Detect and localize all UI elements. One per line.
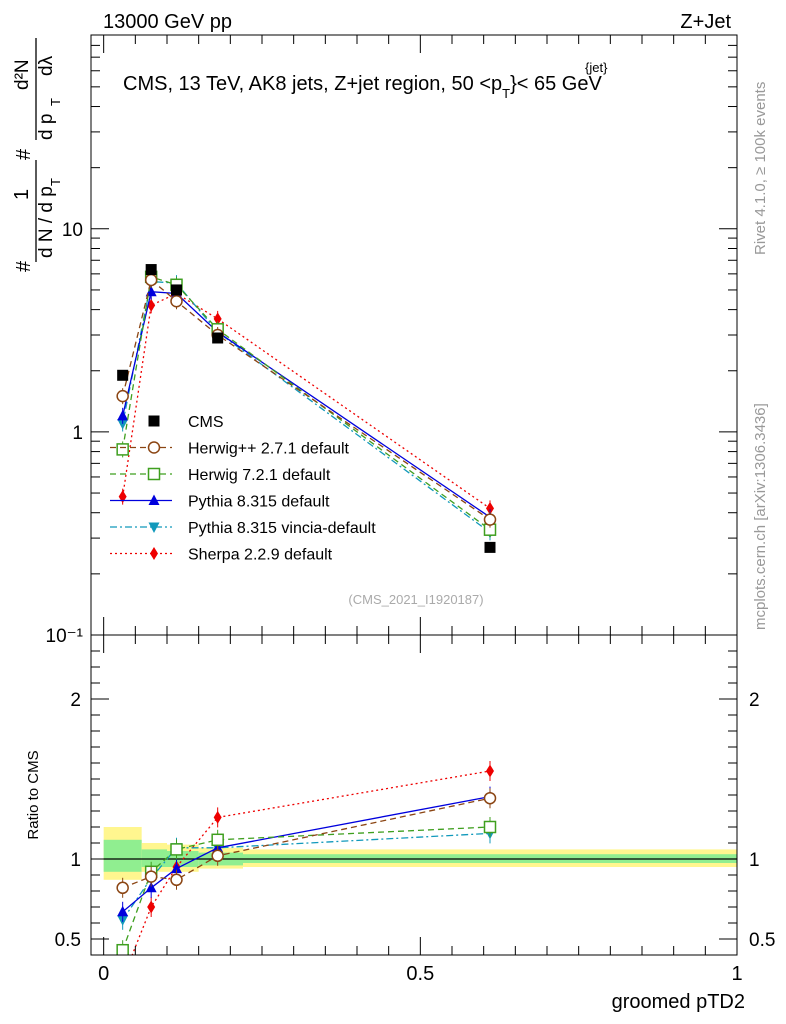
legend-marker-pythia xyxy=(148,494,160,505)
rivet-version-label: Rivet 4.1.0, ≥ 100k events xyxy=(752,82,769,255)
data-point-pythia xyxy=(117,409,129,421)
ratio-point-sherpa xyxy=(486,764,494,778)
ratio-point-pythia xyxy=(117,905,129,917)
ratio-point-herwigpp xyxy=(144,870,158,883)
ratio-data-layer xyxy=(103,761,737,986)
ratio-y-tick-label: 0.5 xyxy=(55,930,81,951)
ratio-panel: 0.5 0.5 1 1 2 2 0 0.5 1 Ratio to CMS groomed pTD… xyxy=(25,634,775,1013)
main-ylabel-denom2: d p xyxy=(36,114,57,140)
ratio-line-vincia xyxy=(122,832,491,921)
series-line-herwig7 xyxy=(122,276,491,531)
analysis-annotation: (CMS_2021_I1920187) xyxy=(348,592,483,607)
x-tick-label: 1 xyxy=(731,963,742,985)
main-ticks: 10⁻¹ 1 10 xyxy=(46,34,738,647)
legend-marker-vincia xyxy=(148,522,160,533)
legend-label-sherpa: Sherpa 2.2.9 default xyxy=(188,547,333,564)
legend-marker-cms xyxy=(148,415,160,427)
ratio-point-herwigpp xyxy=(483,791,497,805)
header-process: Z+Jet xyxy=(680,11,731,33)
main-ylabel-denominator: d N / d p xyxy=(36,186,57,258)
ratio-point-pythia xyxy=(145,881,157,893)
mcplots-credit-label: mcplots.cern.ch [arXiv:1306.3436] xyxy=(752,403,769,630)
ratio-point-sherpa xyxy=(213,810,222,824)
data-point-sherpa xyxy=(118,490,127,504)
x-axis-label: groomed pTD2 xyxy=(612,991,745,1013)
data-point-herwigpp xyxy=(170,294,183,308)
uncertainty-band-inner xyxy=(141,849,167,867)
legend-label-vincia: Pythia 8.315 vincia-default xyxy=(188,520,376,537)
legend-label-pythia: Pythia 8.315 default xyxy=(188,494,330,511)
ratio-line-herwig7 xyxy=(122,826,491,951)
chart-title-tail: }< 65 GeV xyxy=(510,73,602,95)
legend-marker-herwigpp xyxy=(147,441,161,454)
main-ylabel: # 1 d N / d p T # d²N d p T dλ xyxy=(11,38,63,272)
main-ylabel-lambda: dλ xyxy=(36,55,57,76)
ratio-point-herwig7 xyxy=(170,843,183,856)
y-tick-label: 10 xyxy=(62,220,83,241)
x-tick-label: 0.5 xyxy=(406,963,434,985)
legend-label-herwigpp: Herwig++ 2.7.1 default xyxy=(188,441,350,458)
uncertainty-band-inner xyxy=(103,839,142,872)
main-ylabel-numer: d²N xyxy=(12,59,33,90)
ratio-y-tick-label: 2 xyxy=(70,690,81,711)
ratio-y-tick-label-right: 0.5 xyxy=(749,930,775,951)
data-point-herwigpp xyxy=(483,513,497,526)
main-ylabel-one: 1 xyxy=(11,189,33,200)
data-point-sherpa xyxy=(213,312,222,326)
legend-label-herwig7: Herwig 7.2.1 default xyxy=(188,467,331,484)
ratio-point-herwig7 xyxy=(211,833,224,847)
legend-marker-sherpa xyxy=(150,547,158,560)
data-point-herwigpp xyxy=(144,273,158,287)
main-ylabel-hash2: # xyxy=(13,148,35,160)
header-energy: 13000 GeV pp xyxy=(103,11,232,33)
ratio-point-herwig7 xyxy=(116,943,129,955)
chart-title-sub: T xyxy=(502,86,510,101)
data-point-cms xyxy=(171,284,182,296)
ratio-point-sherpa xyxy=(147,900,156,914)
ratio-ylabel: Ratio to CMS xyxy=(25,750,42,839)
x-tick-label: 0 xyxy=(98,963,109,985)
ratio-point-herwigpp xyxy=(211,849,224,863)
ratio-point-herwigpp xyxy=(170,873,183,887)
ratio-line-sherpa xyxy=(131,770,491,955)
data-point-cms xyxy=(212,332,224,344)
y-tick-label: 10⁻¹ xyxy=(46,626,84,647)
ratio-point-pythia xyxy=(171,862,182,874)
main-panel-frame xyxy=(90,34,738,636)
main-data-layer xyxy=(116,264,497,553)
ratio-y-tick-label: 1 xyxy=(70,850,81,871)
main-ylabel-denom-sub: T xyxy=(48,178,63,186)
data-point-cms xyxy=(117,369,129,381)
main-ylabel-denom2-sub: T xyxy=(48,98,63,106)
legend: CMS Herwig++ 2.7.1 default Herwig 7.2.1 de… xyxy=(110,414,376,564)
ratio-point-sherpa xyxy=(119,973,127,986)
main-panel: 10⁻¹ 1 10 CMS, 13 TeV, AK8 jets, Z+jet reg… xyxy=(11,34,738,647)
y-tick-label: 1 xyxy=(72,423,83,444)
legend-marker-herwig7 xyxy=(147,467,161,481)
chart-title: CMS, 13 TeV, AK8 jets, Z+jet region, 50 … xyxy=(123,73,602,101)
data-point-vincia xyxy=(117,418,129,430)
data-point-cms xyxy=(484,541,496,553)
ratio-y-tick-label-right: 2 xyxy=(749,690,760,711)
data-point-herwig7 xyxy=(116,443,129,456)
ratio-panel-frame xyxy=(90,634,738,956)
data-point-cms xyxy=(145,264,157,276)
data-point-sherpa xyxy=(486,501,494,515)
ratio-line-herwigpp xyxy=(122,797,491,889)
data-point-herwigpp xyxy=(116,389,129,403)
chart-title-sup: {jet} xyxy=(585,60,608,75)
ratio-point-herwigpp xyxy=(116,881,129,895)
ratio-ticks: 0.5 0.5 1 1 2 2 0 0.5 1 xyxy=(55,634,775,985)
main-ylabel-hash: # xyxy=(13,260,35,272)
ratio-point-herwig7 xyxy=(483,820,497,834)
ratio-series-layer xyxy=(116,761,497,986)
ratio-y-tick-label-right: 1 xyxy=(749,850,760,871)
legend-label-cms: CMS xyxy=(188,414,224,431)
chart-title-main: CMS, 13 TeV, AK8 jets, Z+jet region, 50 … xyxy=(123,73,502,95)
